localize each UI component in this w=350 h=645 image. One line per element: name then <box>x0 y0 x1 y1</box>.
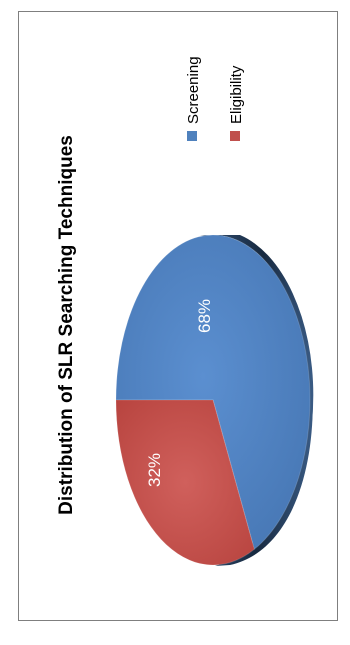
legend-swatch-eligibility <box>230 131 240 141</box>
legend-swatch-screening <box>187 131 197 141</box>
pie-slice-screening <box>115 234 311 551</box>
legend-label-screening: Screening <box>185 56 202 124</box>
legend-label-eligibility: Eligibility <box>228 65 245 124</box>
slice-label-eligibility: 32% <box>145 453 164 487</box>
slice-label-screening: 68% <box>195 299 214 333</box>
pie-slice-eligibility <box>115 399 255 566</box>
chart-title: Distribution of SLR Searching Techniques <box>56 135 77 515</box>
legend: Screening Eligibility <box>185 56 245 141</box>
pie-top <box>115 234 311 566</box>
